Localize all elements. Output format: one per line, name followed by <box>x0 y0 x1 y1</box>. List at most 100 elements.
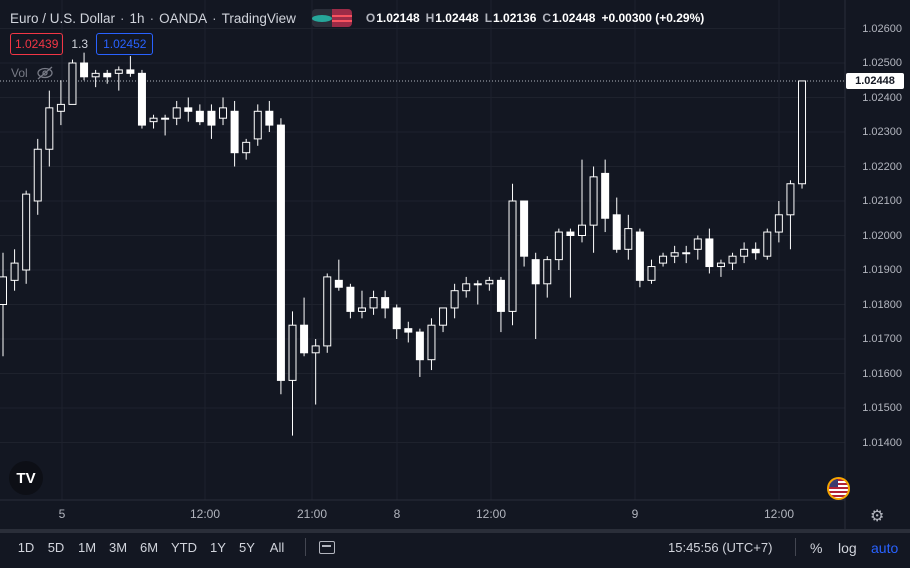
candle-body-up <box>357 307 366 312</box>
candle-body-up <box>253 110 262 140</box>
candle-body-up <box>68 62 77 105</box>
us-flag-icon[interactable] <box>827 477 850 500</box>
symbol-name[interactable]: Euro / U.S. Dollar <box>10 10 116 26</box>
candle-body-up <box>114 69 123 74</box>
candle-body-down <box>346 286 355 312</box>
range-button-1m[interactable]: 1M <box>77 540 97 555</box>
candle <box>311 339 320 405</box>
range-button-6m[interactable]: 6M <box>139 540 159 555</box>
candle <box>531 252 540 339</box>
log-scale-button[interactable]: log <box>838 540 857 556</box>
candle-body-up <box>22 193 31 271</box>
candle-body-down <box>496 279 505 312</box>
tradingview-logo[interactable]: TV <box>9 461 43 495</box>
candle-body-up <box>462 283 471 292</box>
candle-body-up <box>10 262 19 281</box>
candle <box>149 114 158 129</box>
candle <box>68 59 77 105</box>
calendar-icon[interactable] <box>319 541 335 554</box>
ohlc-values: O1.02148 H1.02448 L1.02136 C1.02448 +0.0… <box>366 11 704 25</box>
candle-body-down <box>195 110 204 123</box>
auto-scale-button[interactable]: auto <box>871 540 899 556</box>
candle <box>462 276 471 298</box>
candle <box>670 245 679 264</box>
candle-body-down <box>207 110 216 126</box>
candle <box>172 100 181 126</box>
candle <box>415 328 424 377</box>
market-status-toggle[interactable] <box>311 9 352 27</box>
candle <box>126 56 135 77</box>
time-tick-label: 12:00 <box>475 507 507 521</box>
candle <box>45 90 54 167</box>
candle <box>276 118 285 395</box>
volume-legend: Vol <box>11 66 54 80</box>
candle <box>10 249 19 291</box>
candle-body-down <box>137 72 146 126</box>
range-button-1y[interactable]: 1Y <box>210 540 226 555</box>
price-tick-label: 1.02400 <box>862 91 902 104</box>
candle <box>716 259 725 277</box>
percent-scale-button[interactable]: % <box>810 540 823 556</box>
volume-label[interactable]: Vol <box>11 66 28 80</box>
range-button-3m[interactable]: 3M <box>108 540 128 555</box>
last-price-tag: 1.02448 <box>846 72 904 89</box>
candle-body-up <box>311 345 320 354</box>
candle <box>323 273 332 353</box>
candle <box>473 280 482 305</box>
candle-body-up <box>774 214 783 233</box>
candle <box>612 197 621 253</box>
candle <box>763 228 772 260</box>
candle <box>705 228 714 274</box>
candle <box>404 321 413 343</box>
legend: Euro / U.S. Dollar · 1h · OANDA · Tradin… <box>10 9 704 27</box>
low-label: L <box>484 11 493 25</box>
candle <box>184 97 193 122</box>
candle-body-up <box>450 290 459 309</box>
eye-crossed-icon[interactable] <box>36 66 54 80</box>
candle <box>137 69 146 129</box>
candle-body-up <box>647 266 656 281</box>
candle-body-up <box>659 255 668 264</box>
candle-body-down <box>705 238 714 268</box>
price-tick-label: 1.01700 <box>862 333 902 345</box>
clock[interactable]: 15:45:56 (UTC+7) <box>668 540 773 555</box>
candle <box>80 52 89 81</box>
candle-body-up <box>508 200 517 312</box>
candle <box>346 283 355 319</box>
candle <box>774 201 783 243</box>
buy-button[interactable]: 1.02452 <box>96 33 154 55</box>
candle-body-down <box>404 328 413 333</box>
candle-body-up <box>740 248 749 257</box>
range-button-all[interactable]: All <box>269 540 285 555</box>
range-button-5d[interactable]: 5D <box>47 540 65 555</box>
candle-body-up <box>427 324 436 361</box>
candle-body-up <box>161 117 170 120</box>
candle-body-down <box>751 248 760 254</box>
candle <box>485 276 494 291</box>
toolbar-separator <box>795 538 796 556</box>
candle-body-up <box>242 141 251 154</box>
range-button-1d[interactable]: 1D <box>17 540 35 555</box>
sell-button[interactable]: 1.02439 <box>10 33 64 55</box>
candle <box>0 252 7 357</box>
candle-body-up <box>323 276 332 347</box>
legend-separator: · <box>212 10 217 26</box>
candle-body-down <box>612 214 621 250</box>
candle <box>728 252 737 270</box>
candle-body-down <box>300 324 309 354</box>
candle <box>647 259 656 284</box>
candle-body-up <box>219 107 228 119</box>
time-tick-label: 12:00 <box>189 507 221 521</box>
candle <box>786 180 795 250</box>
time-tick-label: 9 <box>631 507 639 521</box>
gear-icon[interactable]: ⚙ <box>870 508 885 525</box>
candle <box>334 259 343 291</box>
candles <box>0 52 807 436</box>
range-button-ytd[interactable]: YTD <box>171 540 197 555</box>
interval[interactable]: 1h <box>129 10 145 26</box>
range-button-5y[interactable]: 5Y <box>239 540 255 555</box>
candle <box>33 138 42 215</box>
time-tick-label: 21:00 <box>296 507 328 521</box>
